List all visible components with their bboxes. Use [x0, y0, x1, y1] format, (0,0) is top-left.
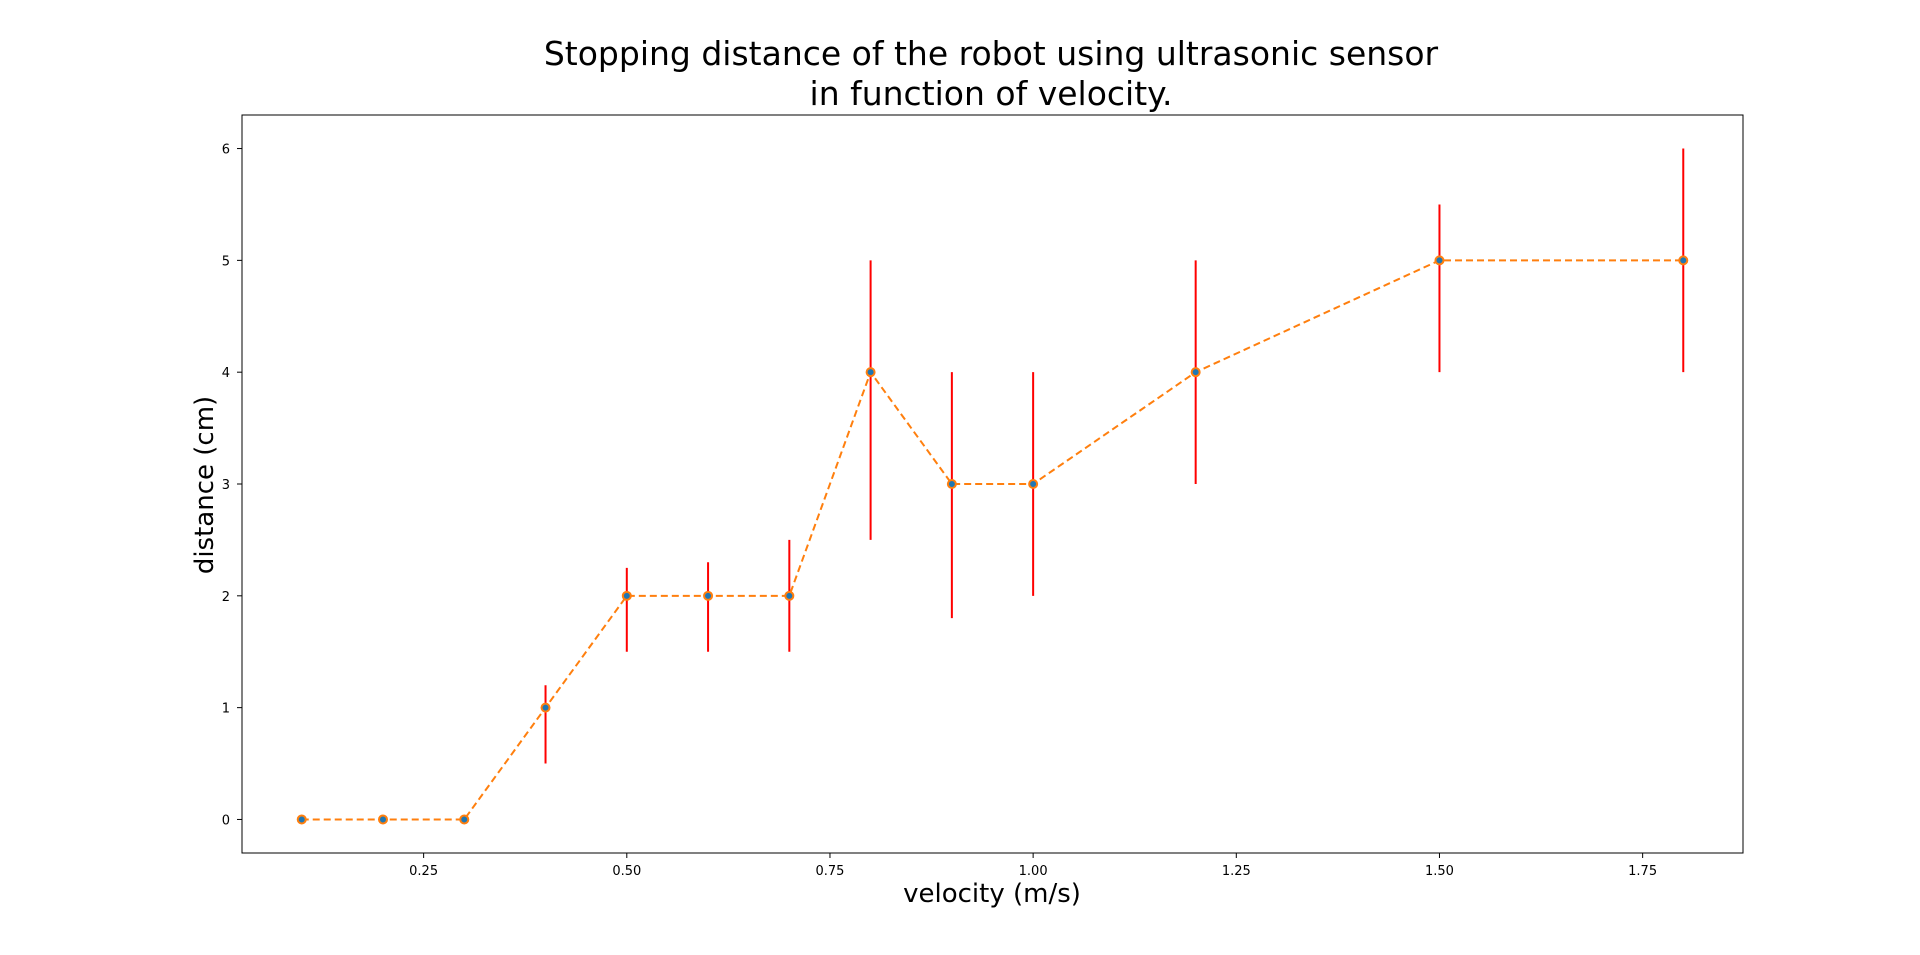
x-axis-ticks: 0.25 0.50 0.75 1.00 1.25 1.50 1.75	[409, 853, 1657, 879]
error-bars	[544, 148, 1685, 764]
x-tick-label: 1.00	[1019, 864, 1048, 879]
x-tick-label: 1.75	[1628, 864, 1657, 879]
data-point	[296, 814, 307, 825]
y-axis-label: distance (cm)	[190, 396, 220, 574]
x-tick-label: 1.50	[1425, 864, 1454, 879]
data-point	[784, 590, 795, 601]
y-tick-label: 4	[222, 366, 230, 381]
data-point	[703, 590, 714, 601]
y-tick-label: 6	[222, 143, 230, 158]
x-tick-label: 0.25	[409, 864, 438, 879]
y-axis-ticks: 0 1 2 3 4 5 6	[222, 143, 242, 828]
data-point	[540, 702, 551, 713]
x-axis-label: velocity (m/s)	[903, 879, 1081, 909]
y-tick-label: 3	[222, 478, 230, 493]
y-tick-label: 1	[222, 702, 230, 717]
data-point	[1434, 255, 1445, 266]
x-tick-label: 0.75	[815, 864, 844, 879]
chart-title-line-2: in function of velocity.	[810, 74, 1173, 113]
data-point	[865, 367, 876, 378]
data-point	[377, 814, 388, 825]
data-point	[1190, 367, 1201, 378]
chart-title-line-1: Stopping distance of the robot using ult…	[544, 34, 1439, 73]
y-tick-label: 0	[222, 813, 230, 828]
chart-title: Stopping distance of the robot using ult…	[544, 34, 1439, 113]
data-point	[1678, 255, 1689, 266]
x-tick-label: 1.25	[1222, 864, 1251, 879]
y-tick-label: 2	[222, 590, 230, 605]
data-point	[946, 479, 957, 489]
data-point	[1028, 479, 1039, 489]
data-point	[621, 590, 632, 601]
y-tick-label: 5	[222, 254, 230, 269]
series-line	[301, 259, 1684, 821]
series-markers	[296, 255, 1689, 825]
x-tick-label: 0.50	[612, 864, 641, 879]
data-point	[459, 814, 470, 825]
